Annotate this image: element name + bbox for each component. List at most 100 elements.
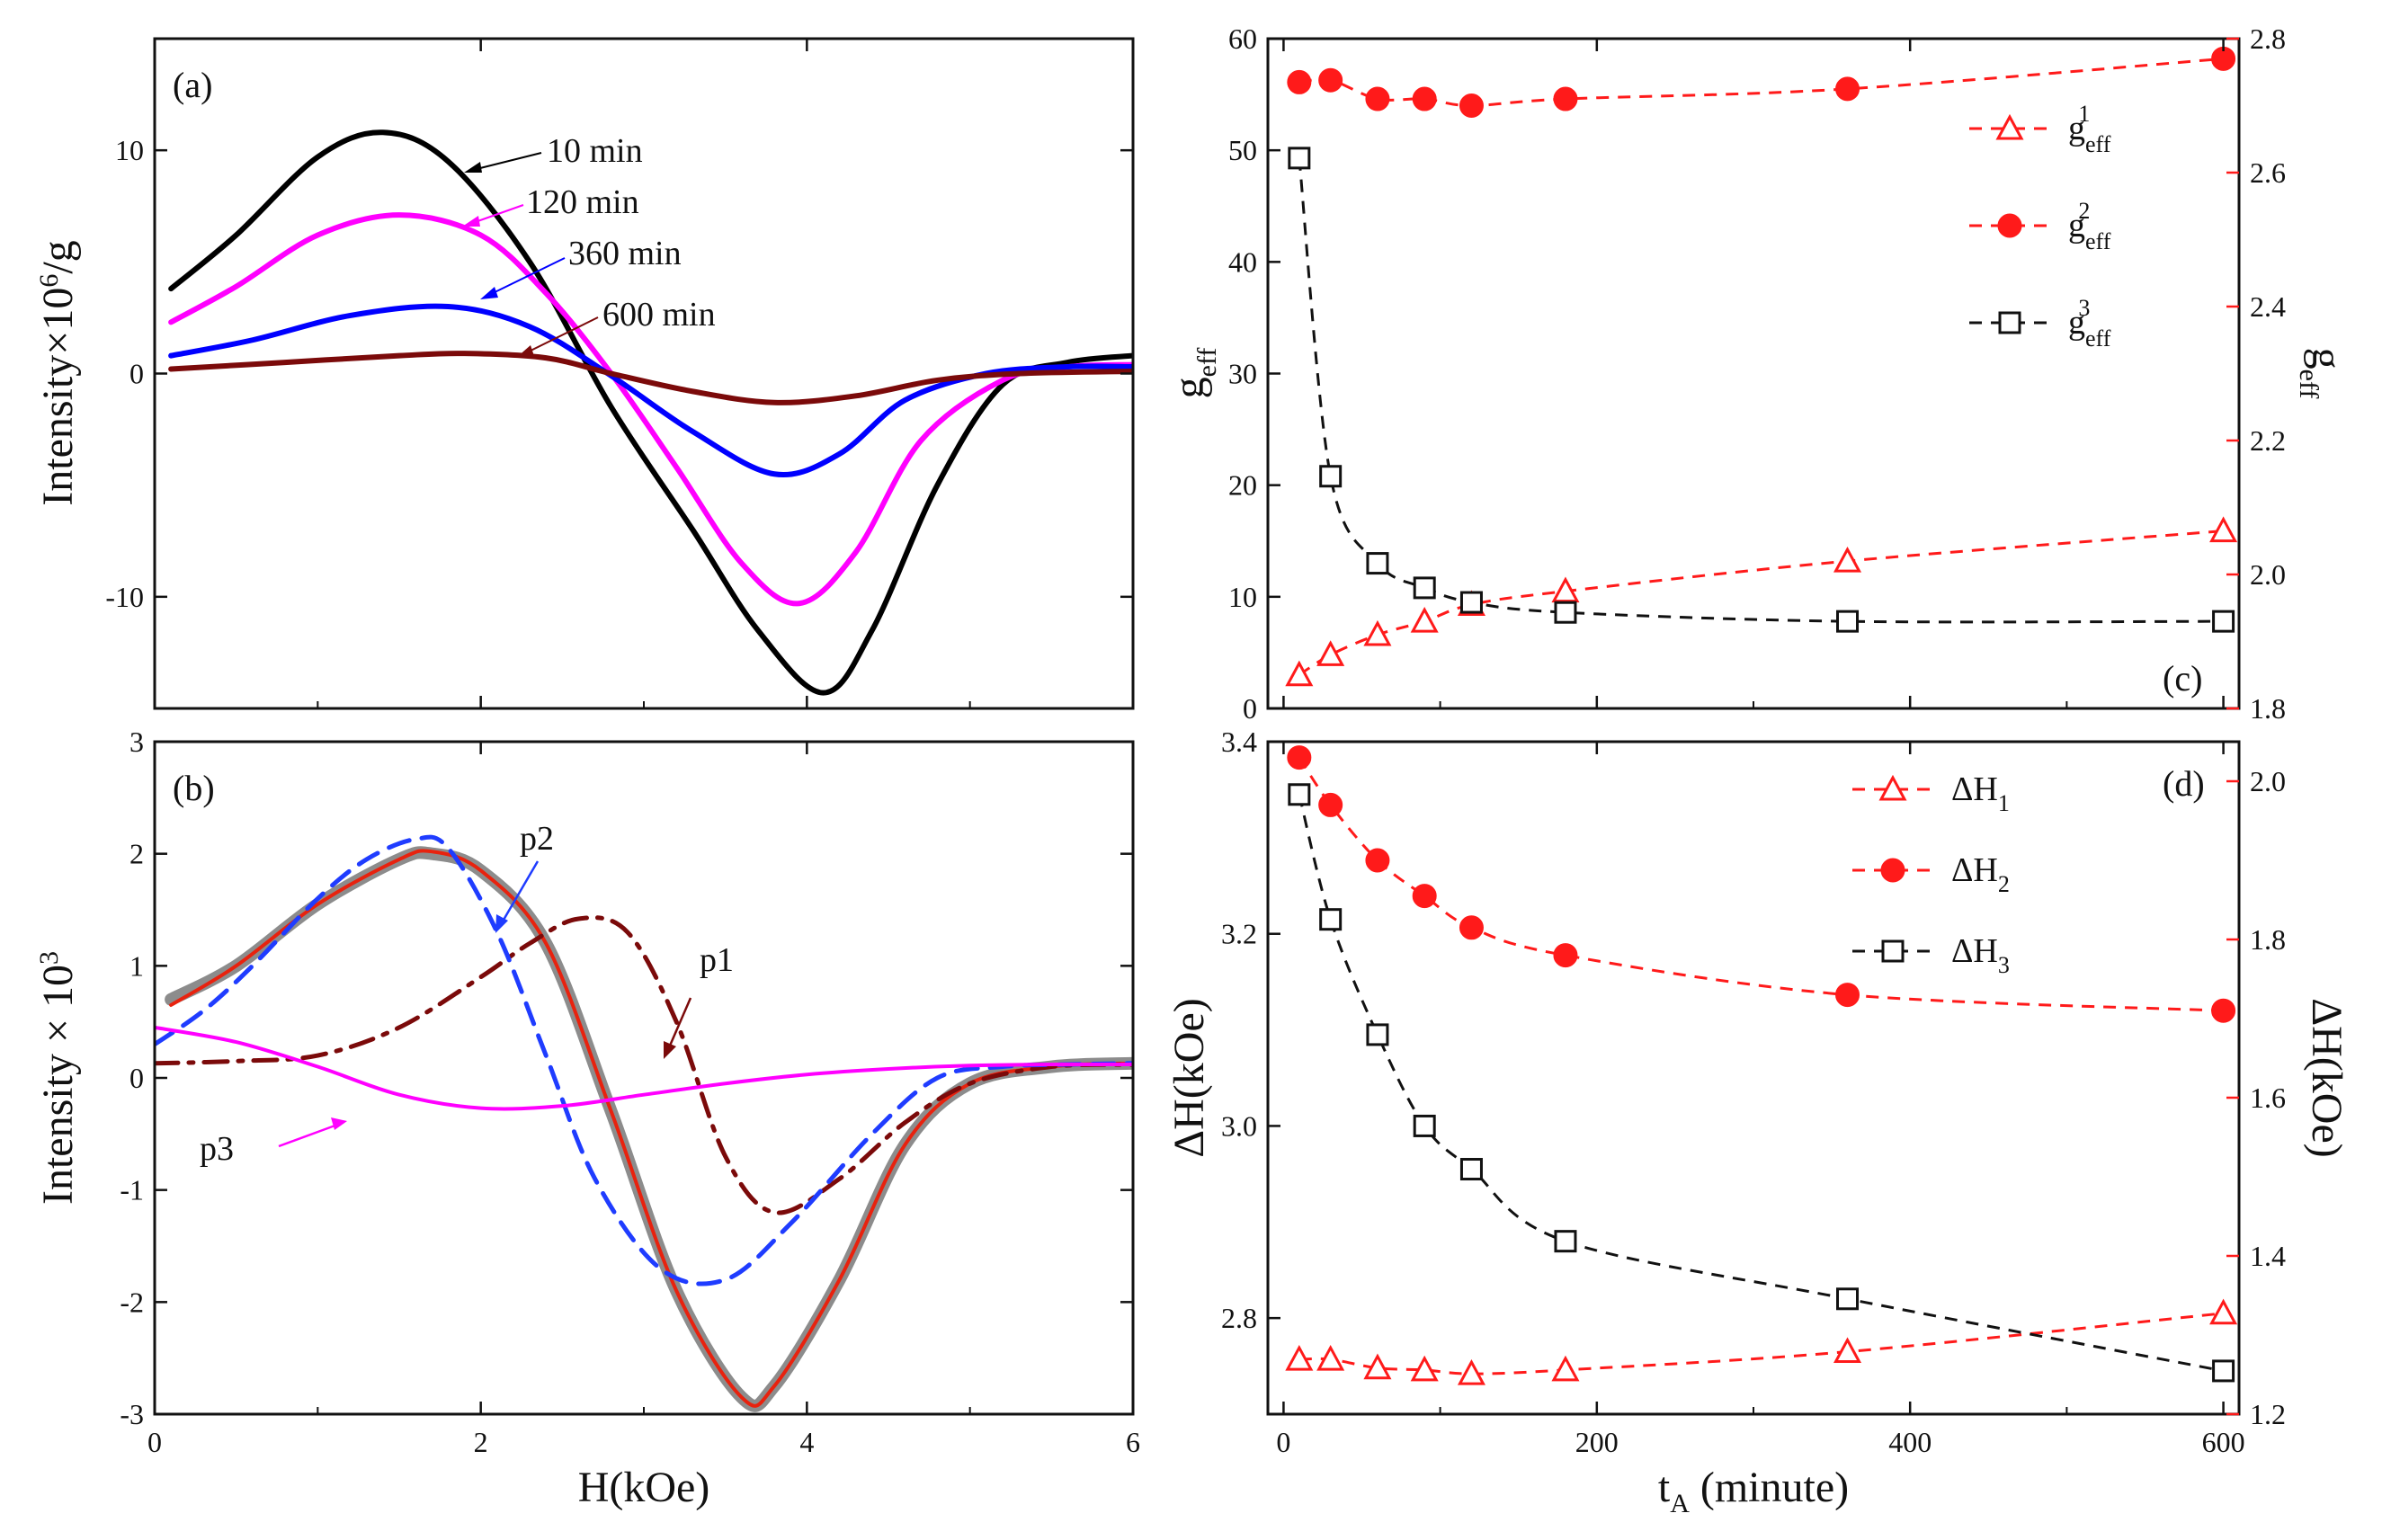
y-tick-label: 2.8: [1221, 1302, 1257, 1334]
data-point: [2211, 998, 2236, 1023]
x-tick-label: 0: [1276, 1426, 1290, 1458]
data-point: [2212, 1359, 2235, 1383]
y-tick-label: 0: [129, 358, 144, 390]
data-point: [1833, 546, 1862, 573]
annotation-120min: 120 min: [462, 183, 639, 227]
data-point: [1366, 552, 1389, 575]
series-line-0: [1298, 530, 2224, 677]
y-tick-label: 3.0: [1221, 1109, 1257, 1142]
y-tick-label: -1: [120, 1174, 144, 1206]
data-point: [2212, 610, 2235, 633]
data-point: [1366, 1023, 1389, 1046]
y-tick-label: 3.2: [1221, 918, 1257, 950]
series-line-1: [1298, 756, 2224, 1012]
data-point: [1459, 1158, 1483, 1181]
data-point: [1835, 983, 1860, 1008]
plot-frame-d: [1266, 740, 2241, 1416]
y-tick-label: 60: [1228, 22, 1257, 55]
series-line-p3: [155, 1025, 1133, 1111]
y-tick-label: -3: [120, 1398, 144, 1430]
data-point: [1413, 576, 1436, 600]
data-point: [1553, 943, 1578, 968]
data-point: [1363, 619, 1392, 646]
y-tick-label: 30: [1228, 358, 1257, 390]
x-tick-label: 4: [799, 1426, 814, 1458]
legend-marker: [1998, 311, 2021, 334]
data-point: [1319, 465, 1343, 488]
y-right-tick-label: 2.0: [2250, 765, 2286, 797]
data-point: [1288, 783, 1311, 806]
data-point: [1318, 792, 1343, 817]
x-tick-label: 0: [147, 1426, 162, 1458]
y-right-tick-label: 2.8: [2250, 22, 2286, 55]
data-point: [1835, 76, 1860, 102]
data-point: [1365, 848, 1390, 873]
series-line-data: [165, 846, 1133, 1412]
annotation-600min: 600 min: [516, 296, 716, 358]
y-axis-right-label-c: geff: [2294, 348, 2351, 399]
y-tick-label: 10: [115, 134, 144, 166]
legend-label-1: geff2: [2068, 198, 2111, 254]
panel-label-d: (d): [2163, 763, 2205, 804]
x-axis-label-d: tA (minute): [1658, 1464, 1849, 1518]
data-point: [1836, 610, 1860, 633]
data-point: [1412, 86, 1437, 111]
y-right-tick-label: 1.8: [2250, 923, 2286, 956]
data-point: [2209, 516, 2238, 543]
legend-label-1: ΔH2: [1951, 851, 2010, 897]
y-tick-label: 0: [129, 1062, 144, 1094]
panel-c: 0 10 20 30 40 50 60 1.8 2.0 2.2 2.4 2.6 2.8 (c) geff…: [1165, 22, 2351, 725]
y-axis-label-b: Intensity × 103: [34, 951, 82, 1205]
legend-label-2: ΔH3: [1951, 932, 2010, 978]
data-point: [1285, 660, 1314, 687]
label-p3: p3: [200, 1130, 234, 1168]
y-tick-label: 10: [1228, 581, 1257, 613]
y-tick-label: 3: [129, 725, 144, 758]
y-right-tick-label: 1.4: [2250, 1240, 2286, 1272]
series-line-0: [1298, 1312, 2224, 1375]
data-point: [1410, 1355, 1439, 1382]
data-point: [2209, 1298, 2238, 1325]
legend-label-0: ΔH1: [1951, 770, 2010, 816]
y-tick-label: -2: [120, 1286, 144, 1318]
legend-marker: [1880, 858, 1905, 883]
legend-d: ΔH1 ΔH2 ΔH3: [1852, 770, 2010, 978]
data-point: [1457, 1358, 1485, 1385]
data-point: [1833, 1337, 1862, 1364]
y-tick-label: 20: [1228, 469, 1257, 502]
series-line-600-min: [168, 351, 1133, 405]
x-tick-label: 2: [474, 1426, 488, 1458]
data-point: [1554, 601, 1577, 624]
data-point: [1459, 915, 1484, 940]
y-right-tick-label: 2.0: [2250, 558, 2286, 591]
y-axis-label-d: ΔH(kOe): [1165, 998, 1213, 1157]
y-tick-label: 0: [1243, 692, 1257, 725]
y-right-tick-label: 1.8: [2250, 692, 2286, 725]
annotation-p2: p2: [495, 820, 554, 933]
label-p2: p2: [520, 820, 554, 858]
data-point: [1410, 607, 1439, 633]
y-axis-label-c: geff: [1165, 348, 1222, 399]
y-tick-label: 50: [1228, 134, 1257, 166]
data-point: [1551, 1355, 1580, 1382]
label-10min: 10 min: [547, 132, 643, 170]
data-point: [1288, 147, 1311, 170]
annotation-p3: p3: [200, 1117, 347, 1168]
x-tick-label: 600: [2202, 1426, 2245, 1458]
x-tick-label: 400: [1888, 1426, 1932, 1458]
y-right-tick-label: 2.2: [2250, 424, 2286, 457]
data-point: [1412, 884, 1437, 909]
label-120min: 120 min: [526, 183, 639, 221]
legend-marker: [1995, 113, 2024, 140]
label-360min: 360 min: [568, 235, 682, 272]
y-right-tick-label: 1.2: [2250, 1398, 2286, 1430]
series-line-10-min: [168, 129, 1133, 696]
x-tick-label: 6: [1126, 1426, 1140, 1458]
series-line-120-min: [168, 212, 1133, 607]
annotation-360min: 360 min: [480, 235, 682, 299]
legend-label-0: geff1: [2068, 101, 2111, 157]
data-point: [1459, 591, 1483, 614]
annotation-p1: p1: [664, 941, 734, 1059]
panel-d: 0 200 400 600 2.8 3.0 3.2 3.4 1.2 1.4 1.6 1.8 2.0 (d…: [1165, 725, 2351, 1518]
